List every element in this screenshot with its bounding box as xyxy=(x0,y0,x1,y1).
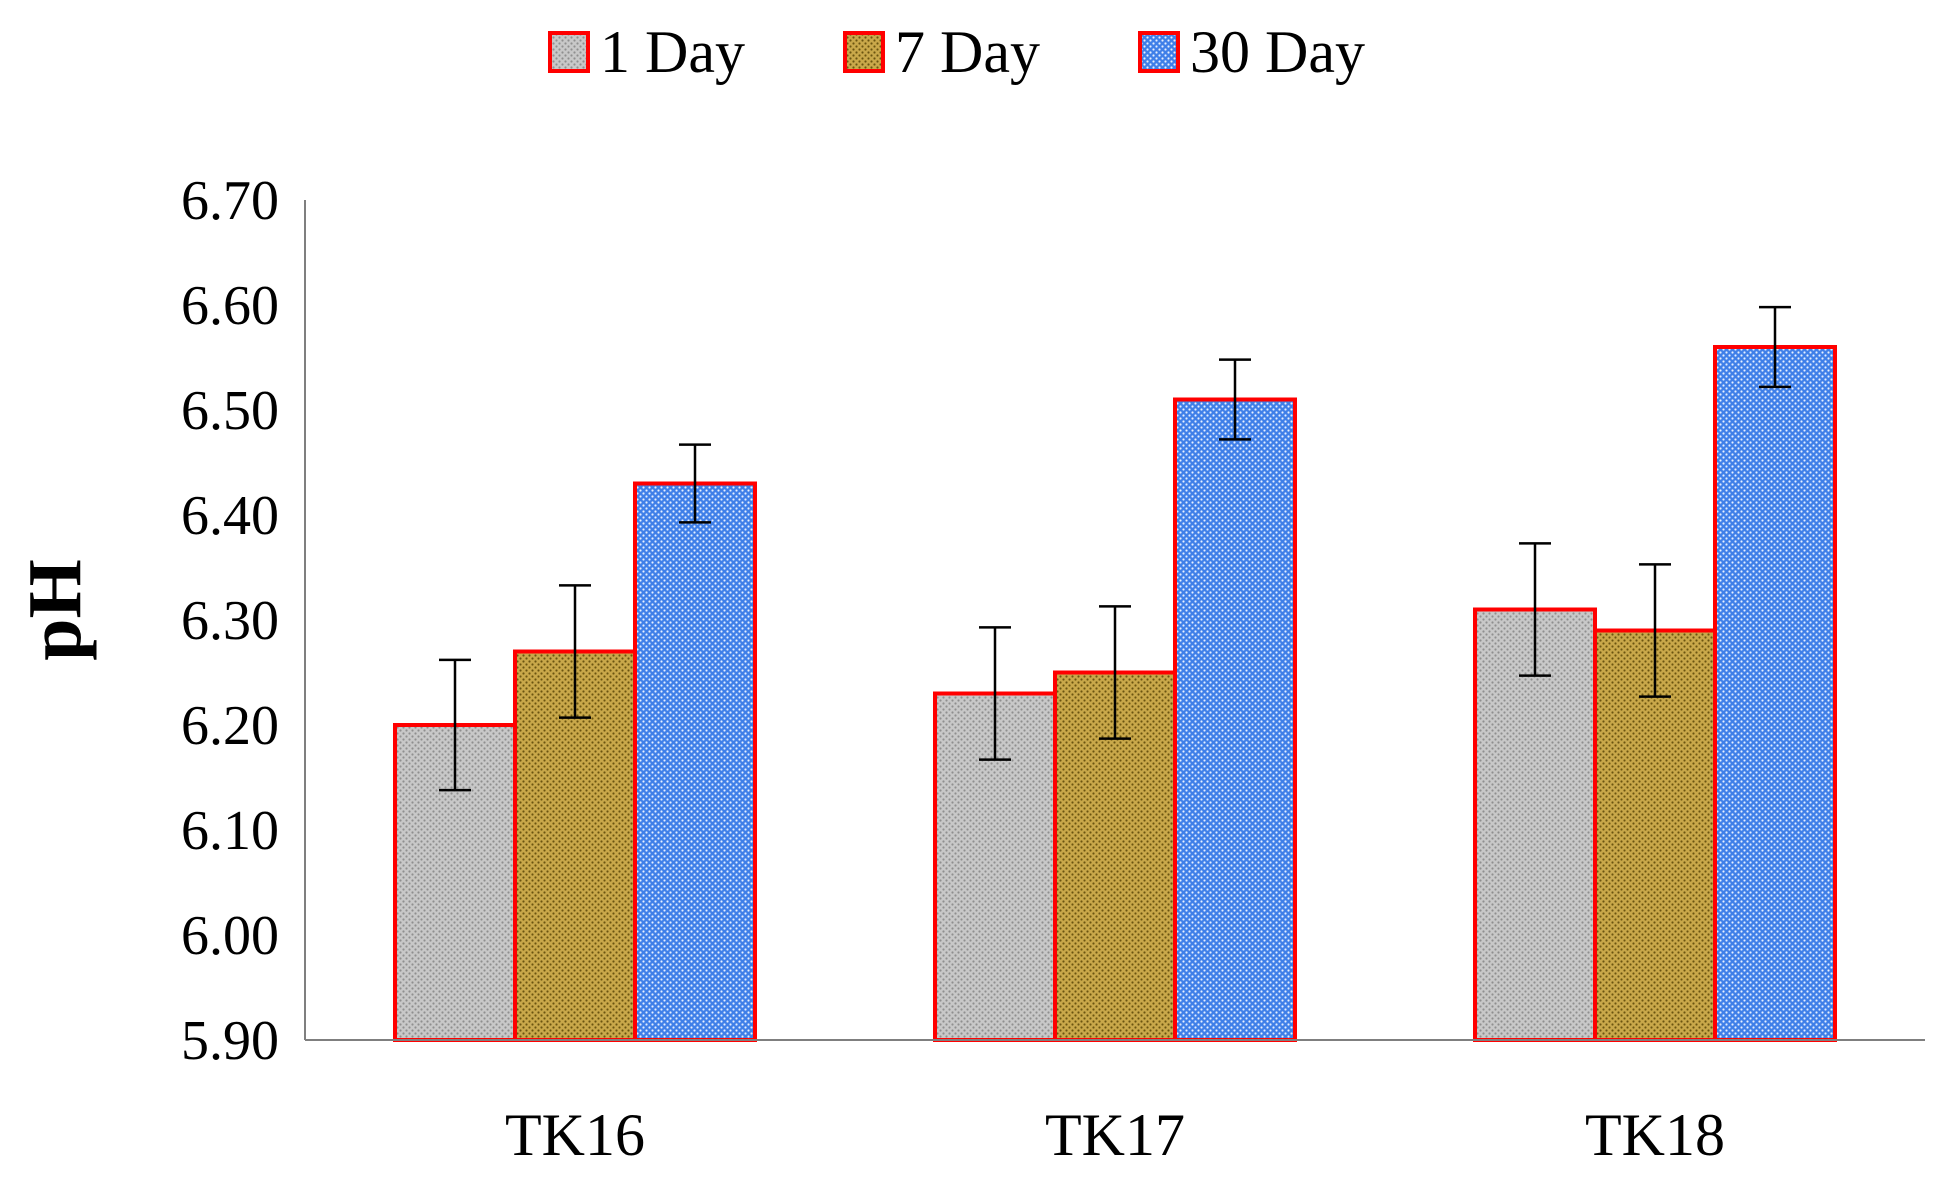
bar-tk17-30-day xyxy=(1173,397,1297,1042)
y-axis: 5.90 6.00 6.10 6.20 6.30 6.40 6.50 6.60 6.70 xyxy=(181,170,306,1072)
bar-tk16-30-day xyxy=(633,481,757,1042)
y-tick-label: 6.70 xyxy=(181,170,279,232)
y-tick-label: 6.20 xyxy=(181,695,279,757)
legend: 1 Day 7 Day 30 Day xyxy=(548,19,1365,85)
x-tick-label: TK18 xyxy=(1585,1102,1725,1168)
x-tick-label: TK16 xyxy=(505,1102,645,1168)
error-bar xyxy=(679,443,711,524)
legend-label: 30 Day xyxy=(1190,19,1365,85)
x-tick-label: TK17 xyxy=(1045,1102,1185,1168)
bars xyxy=(393,345,1837,1042)
error-bar xyxy=(1759,305,1791,389)
y-axis-title-group: pH xyxy=(13,559,97,660)
error-bar xyxy=(1639,563,1671,698)
y-tick-label: 6.60 xyxy=(181,275,279,337)
legend-swatch xyxy=(843,31,885,73)
error-bar xyxy=(979,626,1011,761)
y-tick-label: 6.50 xyxy=(181,380,279,442)
error-bar xyxy=(439,658,471,792)
error-bar xyxy=(1519,542,1551,677)
legend-item: 1 Day xyxy=(548,19,745,85)
x-axis: TK16 TK17 TK18 xyxy=(305,1039,1925,1168)
y-tick-label: 6.30 xyxy=(181,590,279,652)
error-bar xyxy=(559,584,591,719)
legend-label: 7 Day xyxy=(895,19,1040,85)
legend-swatch xyxy=(1138,31,1180,73)
legend-item: 30 Day xyxy=(1138,19,1365,85)
error-bars xyxy=(439,305,1791,792)
y-tick-label: 6.40 xyxy=(181,485,279,547)
legend-swatch xyxy=(548,31,590,73)
y-tick-label: 6.00 xyxy=(181,905,279,967)
legend-item: 7 Day xyxy=(843,19,1040,85)
y-tick-label: 6.10 xyxy=(181,800,279,862)
legend-label: 1 Day xyxy=(600,19,745,85)
bar-tk18-30-day xyxy=(1713,345,1837,1042)
error-bar xyxy=(1219,358,1251,441)
y-axis-title: pH xyxy=(13,559,97,660)
y-tick-label: 5.90 xyxy=(181,1010,279,1072)
error-bar xyxy=(1099,605,1131,740)
